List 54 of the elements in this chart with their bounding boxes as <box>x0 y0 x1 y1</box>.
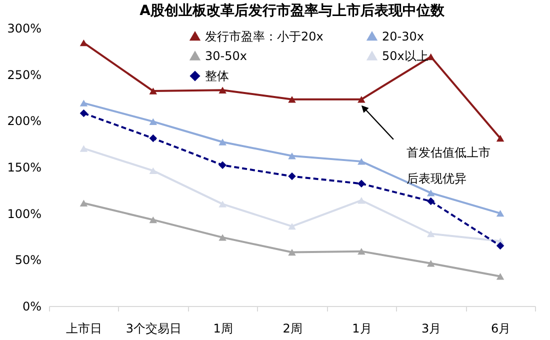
point <box>496 242 504 250</box>
x-tick-label: 6月 <box>490 322 511 336</box>
point <box>496 134 504 142</box>
point <box>218 234 226 241</box>
point <box>496 210 504 217</box>
point <box>149 216 158 224</box>
point <box>80 145 88 152</box>
point <box>218 86 226 94</box>
point <box>149 167 158 174</box>
point <box>288 172 296 180</box>
y-tick-label: 0% <box>22 300 42 314</box>
point <box>426 197 435 206</box>
point <box>358 96 366 103</box>
x-tick-label: 1月 <box>352 322 372 336</box>
point <box>80 109 88 118</box>
point <box>80 100 88 106</box>
legend-label: 50x以上 <box>382 49 428 63</box>
legend-label: 发行市盈率：小于20x <box>205 29 324 44</box>
point <box>149 88 158 94</box>
point <box>288 248 296 256</box>
point <box>358 197 366 204</box>
point <box>149 118 158 125</box>
x-tick-label: 3月 <box>422 322 442 336</box>
point <box>426 190 435 196</box>
legend-label: 20-30x <box>382 29 424 44</box>
point <box>218 161 226 170</box>
y-tick-label: 200% <box>7 114 42 128</box>
point <box>80 200 88 206</box>
x-tick-label: 1周 <box>213 322 233 336</box>
point <box>149 134 158 142</box>
point <box>358 180 366 188</box>
annotation: 首发估值低上市后表现优异 <box>406 145 490 186</box>
chart-title: A股创业板改革后发行市盈率与上市后表现中位数 <box>140 2 446 19</box>
point <box>80 39 88 46</box>
point <box>218 138 226 146</box>
point <box>426 230 435 238</box>
y-tick-label: 250% <box>7 68 42 82</box>
point <box>496 272 504 280</box>
point <box>426 260 435 267</box>
y-tick-label: 150% <box>7 160 42 174</box>
point <box>358 158 366 165</box>
x-tick-label: 3个交易日 <box>126 322 182 336</box>
point <box>288 96 296 103</box>
legend-label: 30-50x <box>205 49 247 63</box>
point <box>288 152 296 160</box>
y-tick-label: 300% <box>7 22 42 36</box>
point <box>358 248 366 255</box>
x-tick-label: 2周 <box>282 322 302 336</box>
legend-label: 整体 <box>205 69 229 83</box>
y-tick-label: 50% <box>14 253 42 268</box>
point <box>218 200 226 208</box>
point <box>288 222 296 230</box>
x-tick-label: 上市日 <box>66 322 102 336</box>
y-tick-label: 100% <box>7 206 42 221</box>
